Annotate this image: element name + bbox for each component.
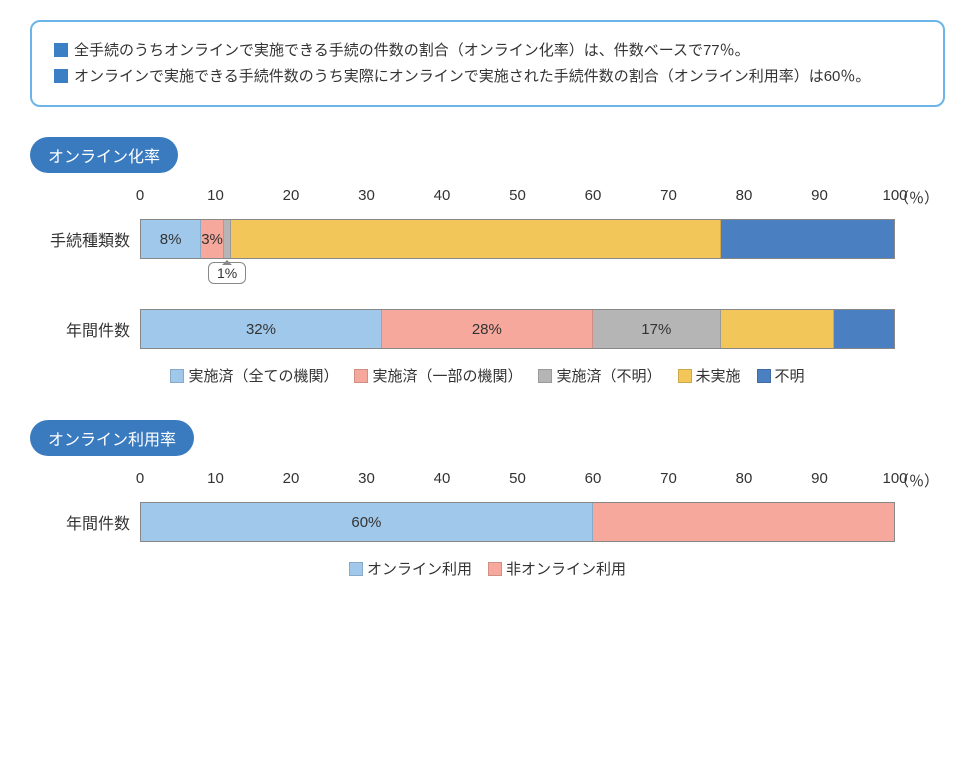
- chart2-axis: （％） 0102030405060708090100: [140, 470, 895, 494]
- axis-tick: 100: [882, 470, 907, 487]
- legend-swatch: [354, 369, 368, 383]
- bar-segment: 60%: [141, 503, 593, 541]
- legend-swatch: [170, 369, 184, 383]
- legend-swatch: [538, 369, 552, 383]
- summary-text-2: オンラインで実施できる手続件数のうち実際にオンラインで実施された手続件数の割合（…: [74, 64, 921, 90]
- axis-tick: 40: [434, 470, 451, 487]
- legend-item: 実施済（全ての機関）: [170, 368, 338, 385]
- bar-segment: 3%: [201, 220, 224, 258]
- axis-tick: 60: [585, 470, 602, 487]
- bar-segment: [231, 220, 720, 258]
- legend-swatch: [678, 369, 692, 383]
- bar-row-label: 年間件数: [30, 510, 130, 534]
- axis-tick: 60: [585, 187, 602, 204]
- legend-swatch: [757, 369, 771, 383]
- axis-tick: 80: [736, 187, 753, 204]
- legend-item: オンライン利用: [349, 561, 472, 578]
- axis-tick: 30: [358, 187, 375, 204]
- legend-swatch: [349, 562, 363, 576]
- legend-item: 不明: [757, 368, 805, 385]
- axis-tick: 70: [660, 470, 677, 487]
- axis-tick: 30: [358, 470, 375, 487]
- bar-segment: [721, 220, 894, 258]
- bar-row-label: 年間件数: [30, 317, 130, 341]
- legend-item: 非オンライン利用: [488, 561, 626, 578]
- bar-segment: 32%: [141, 310, 382, 348]
- bar-row-label: 手続種類数: [30, 227, 130, 251]
- axis-tick: 20: [283, 187, 300, 204]
- segment-callout: 1%: [208, 262, 246, 284]
- axis-tick: 50: [509, 187, 526, 204]
- bar-segment: 1%: [224, 220, 232, 258]
- square-bullet-icon: [54, 69, 68, 83]
- bar-segment: 28%: [382, 310, 593, 348]
- chart2-title: オンライン利用率: [30, 420, 194, 456]
- axis-tick: 10: [207, 187, 224, 204]
- axis-tick: 90: [811, 470, 828, 487]
- bar-row: 年間件数60%: [140, 502, 895, 542]
- square-bullet-icon: [54, 43, 68, 57]
- axis-tick: 20: [283, 470, 300, 487]
- bar-segment: [593, 503, 894, 541]
- legend-item: 未実施: [678, 368, 741, 385]
- chart1-title: オンライン化率: [30, 137, 178, 173]
- chart2-legend: オンライン利用非オンライン利用: [30, 558, 945, 579]
- summary-text-1: 全手続のうちオンラインで実施できる手続の件数の割合（オンライン化率）は、件数ベー…: [74, 38, 921, 64]
- legend-item: 実施済（不明）: [538, 368, 661, 385]
- bar-row: 年間件数32%28%17%: [140, 309, 895, 349]
- chart2: （％） 0102030405060708090100 年間件数60%: [30, 470, 945, 542]
- legend-swatch: [488, 562, 502, 576]
- bar-segment: 8%: [141, 220, 201, 258]
- chart1-axis: （％） 0102030405060708090100: [140, 187, 895, 211]
- bar-segment: 17%: [593, 310, 721, 348]
- stacked-bar: 32%28%17%: [140, 309, 895, 349]
- stacked-bar: 60%: [140, 502, 895, 542]
- summary-bullet-2: オンラインで実施できる手続件数のうち実際にオンラインで実施された手続件数の割合（…: [54, 64, 921, 90]
- axis-tick: 0: [136, 187, 144, 204]
- summary-box: 全手続のうちオンラインで実施できる手続の件数の割合（オンライン化率）は、件数ベー…: [30, 20, 945, 107]
- chart1: （％） 0102030405060708090100 手続種類数8%3%1%年間…: [30, 187, 945, 349]
- axis-tick: 0: [136, 470, 144, 487]
- axis-tick: 100: [882, 187, 907, 204]
- axis-tick: 10: [207, 470, 224, 487]
- axis-tick: 50: [509, 470, 526, 487]
- axis-tick: 40: [434, 187, 451, 204]
- legend-item: 実施済（一部の機関）: [354, 368, 522, 385]
- bar-segment: [721, 310, 834, 348]
- summary-bullet-1: 全手続のうちオンラインで実施できる手続の件数の割合（オンライン化率）は、件数ベー…: [54, 38, 921, 64]
- axis-tick: 80: [736, 470, 753, 487]
- stacked-bar: 8%3%1%: [140, 219, 895, 259]
- bar-row: 手続種類数8%3%1%: [140, 219, 895, 259]
- axis-tick: 90: [811, 187, 828, 204]
- axis-tick: 70: [660, 187, 677, 204]
- bar-segment: [834, 310, 894, 348]
- chart1-legend: 実施済（全ての機関） 実施済（一部の機関） 実施済（不明） 未実施不明: [30, 365, 945, 386]
